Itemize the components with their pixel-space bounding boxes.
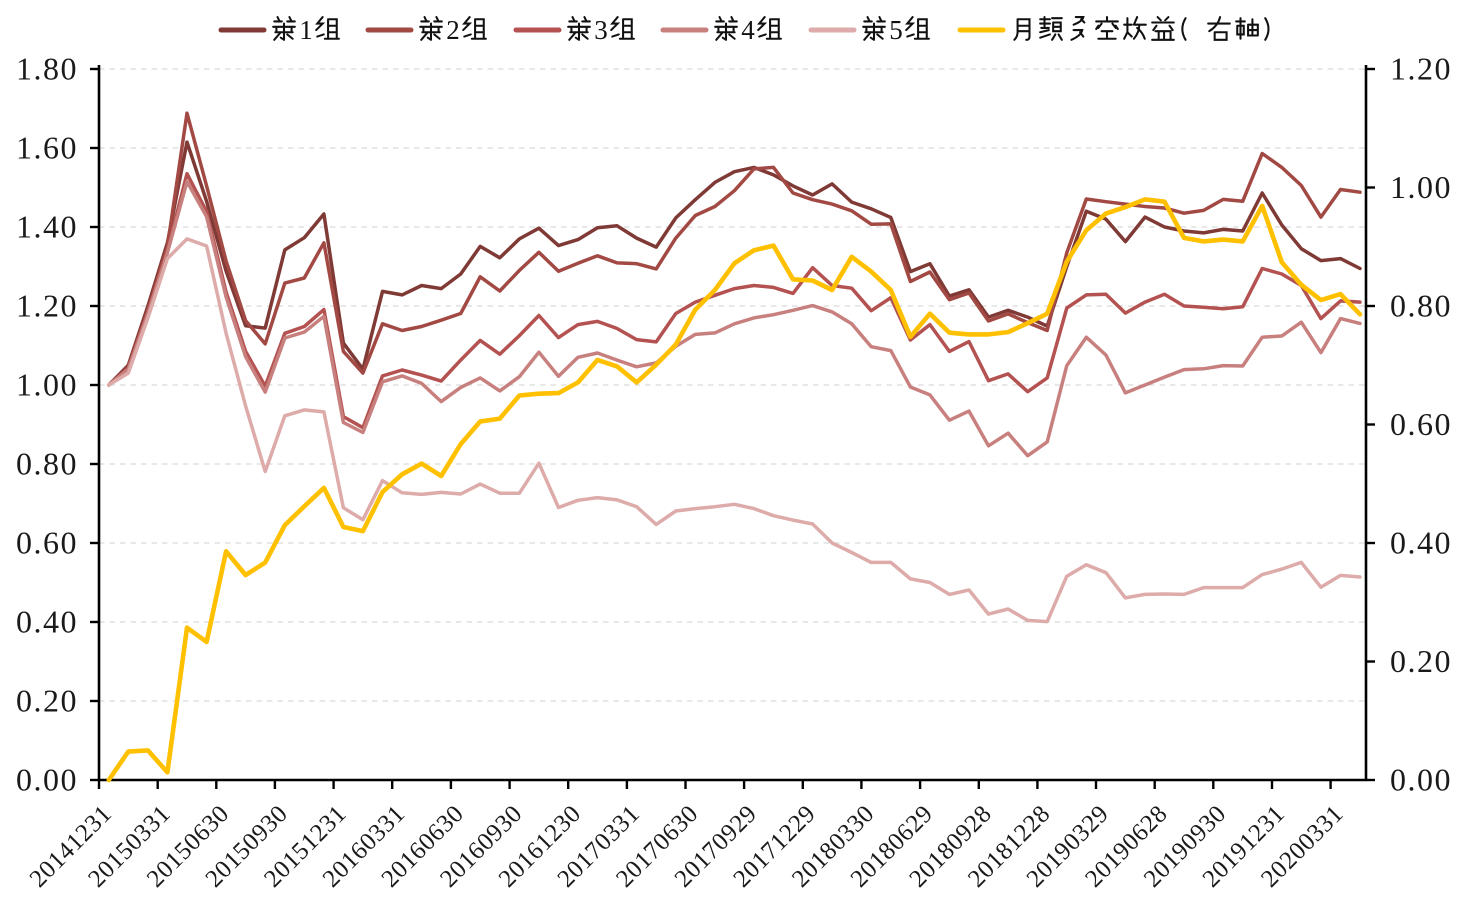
svg-text:3: 3 [594, 15, 608, 45]
svg-text:0.20: 0.20 [1390, 643, 1452, 679]
svg-text:1.00: 1.00 [16, 367, 78, 403]
svg-text:5: 5 [889, 15, 903, 45]
svg-text:4: 4 [741, 15, 755, 45]
svg-text:0.80: 0.80 [1390, 288, 1452, 324]
svg-text:0.20: 0.20 [16, 683, 78, 719]
svg-text:0.80: 0.80 [16, 446, 78, 482]
svg-text:0.40: 0.40 [16, 604, 78, 640]
svg-text:0.00: 0.00 [1390, 762, 1452, 798]
svg-text:0.60: 0.60 [1390, 406, 1452, 442]
svg-text:1.60: 1.60 [16, 130, 78, 166]
svg-text:0.40: 0.40 [1390, 525, 1452, 561]
svg-text:1.40: 1.40 [16, 209, 78, 245]
svg-text:1.20: 1.20 [1390, 51, 1452, 87]
svg-text:0.00: 0.00 [16, 762, 78, 798]
svg-text:1.80: 1.80 [16, 51, 78, 87]
svg-text:1.20: 1.20 [16, 288, 78, 324]
svg-text:0.60: 0.60 [16, 525, 78, 561]
svg-text:2: 2 [446, 15, 460, 45]
svg-text:1: 1 [299, 15, 313, 45]
svg-text:1.00: 1.00 [1390, 169, 1452, 205]
